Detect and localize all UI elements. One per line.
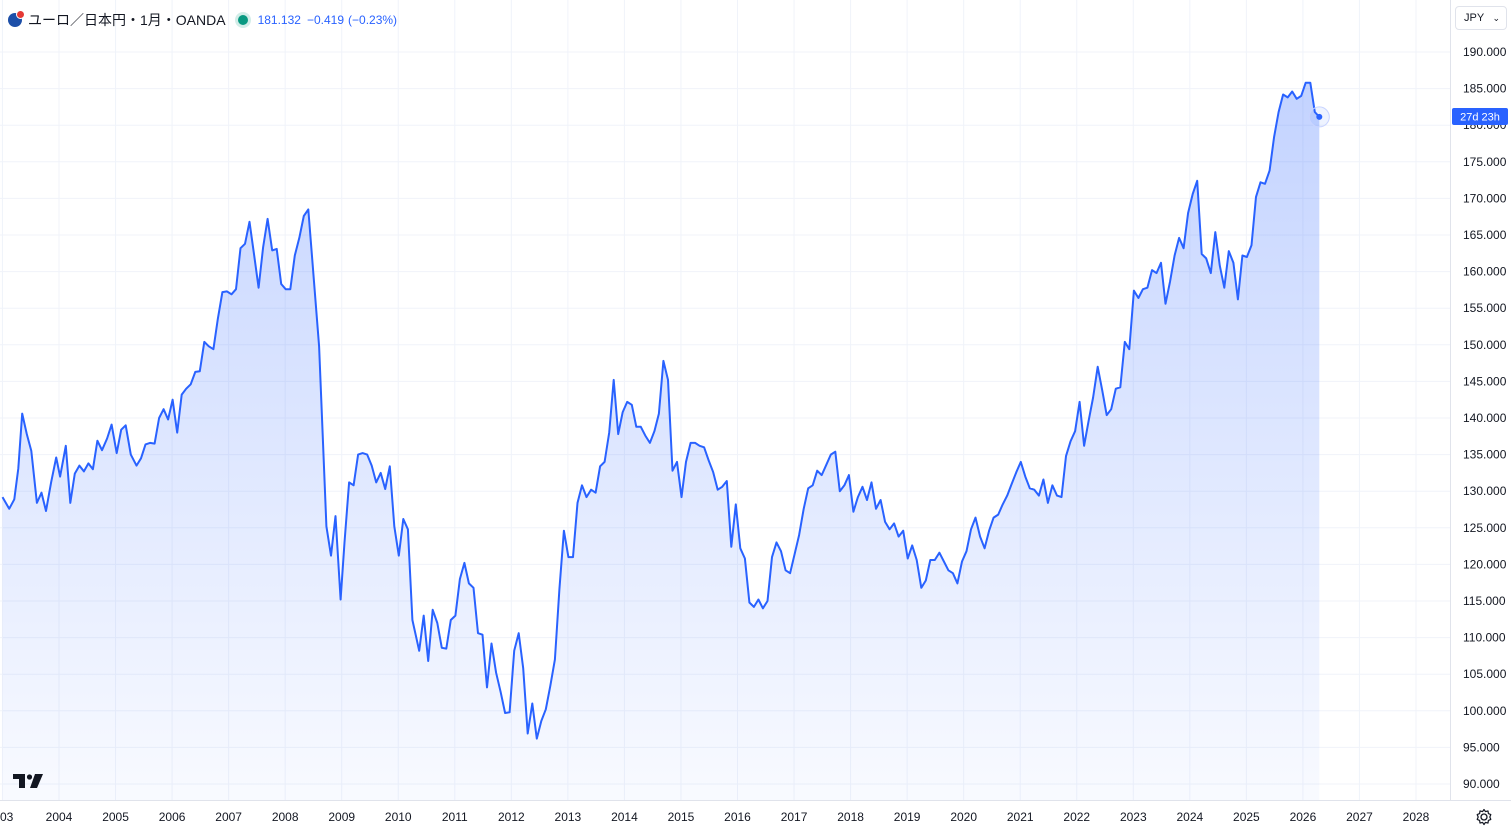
x-tick-label: 2004: [46, 810, 73, 824]
x-tick-label: 03: [0, 810, 14, 824]
y-tick-label: 90.000: [1463, 777, 1500, 791]
x-tick-label: 2007: [215, 810, 242, 824]
x-tick-label: 2021: [1007, 810, 1034, 824]
x-tick-label: 2010: [385, 810, 412, 824]
y-tick-label: 170.000: [1463, 191, 1507, 205]
y-tick-label: 150.000: [1463, 338, 1507, 352]
x-tick-label: 2026: [1290, 810, 1317, 824]
x-tick-label: 2028: [1403, 810, 1430, 824]
y-tick-label: 155.000: [1463, 301, 1507, 315]
countdown-badge: 27d 23h: [1452, 108, 1508, 125]
price-axis[interactable]: 190.000185.000180.000175.000170.000165.0…: [1463, 45, 1507, 791]
x-tick-label: 2012: [498, 810, 525, 824]
tradingview-logo-icon[interactable]: [12, 772, 44, 790]
x-tick-label: 2024: [1176, 810, 1203, 824]
symbol-title[interactable]: ユーロ／日本円・1月・OANDA: [28, 12, 226, 28]
x-tick-label: 2014: [611, 810, 638, 824]
chevron-down-icon: ⌄: [1492, 12, 1500, 23]
x-tick-label: 2017: [781, 810, 808, 824]
y-tick-label: 105.000: [1463, 667, 1507, 681]
y-tick-label: 95.000: [1463, 740, 1500, 754]
x-tick-label: 2023: [1120, 810, 1147, 824]
x-tick-label: 2025: [1233, 810, 1260, 824]
last-point: [1316, 113, 1323, 120]
y-tick-label: 145.000: [1463, 374, 1507, 388]
y-tick-label: 175.000: [1463, 155, 1507, 169]
x-tick-label: 2018: [837, 810, 864, 824]
y-tick-label: 115.000: [1463, 594, 1506, 608]
price-change: −0.419: [306, 13, 345, 27]
last-price: 181.132: [257, 13, 301, 27]
y-tick-label: 140.000: [1463, 411, 1507, 425]
last-price-marker: [1308, 106, 1330, 128]
price-area: [2, 82, 1320, 800]
y-tick-label: 185.000: [1463, 82, 1507, 96]
time-axis[interactable]: 03 2004 2005 2006 2007 2008 2009 2010 2011 2012 20…: [0, 810, 1430, 824]
y-tick-label: 190.000: [1463, 45, 1507, 59]
chart-legend: ユーロ／日本円・1月・OANDA 181.132 −0.419 (−0.23%): [8, 10, 397, 30]
y-tick-label: 125.000: [1463, 521, 1507, 535]
gear-icon[interactable]: [1475, 808, 1493, 826]
x-tick-label: 2011: [442, 810, 468, 824]
y-tick-label: 110.000: [1463, 631, 1506, 645]
x-tick-label: 2015: [668, 810, 695, 824]
y-tick-label: 130.000: [1463, 484, 1507, 498]
x-tick-label: 2005: [102, 810, 129, 824]
x-tick-label: 2020: [950, 810, 977, 824]
x-tick-label: 2019: [894, 810, 921, 824]
price-line[interactable]: [1, 81, 1321, 740]
countdown-label: 27d 23h: [1460, 112, 1500, 124]
currency-button[interactable]: JPY ⌄: [1455, 6, 1507, 30]
x-tick-label: 2008: [272, 810, 299, 824]
y-tick-label: 120.000: [1463, 557, 1507, 571]
x-tick-label: 2027: [1346, 810, 1373, 824]
y-tick-label: 100.000: [1463, 704, 1507, 718]
y-tick-label: 165.000: [1463, 228, 1507, 242]
price-change-percent: (−0.23%): [348, 13, 398, 27]
market-status-icon[interactable]: [237, 15, 248, 25]
y-tick-label: 160.000: [1463, 265, 1507, 279]
x-tick-label: 2009: [328, 810, 355, 824]
x-tick-label: 2006: [159, 810, 186, 824]
currency-flag-icon: [8, 10, 25, 27]
x-tick-label: 2016: [724, 810, 751, 824]
currency-label: JPY: [1464, 12, 1485, 24]
y-tick-label: 135.000: [1463, 448, 1507, 462]
x-tick-label: 2022: [1063, 810, 1090, 824]
x-tick-label: 2013: [555, 810, 582, 824]
